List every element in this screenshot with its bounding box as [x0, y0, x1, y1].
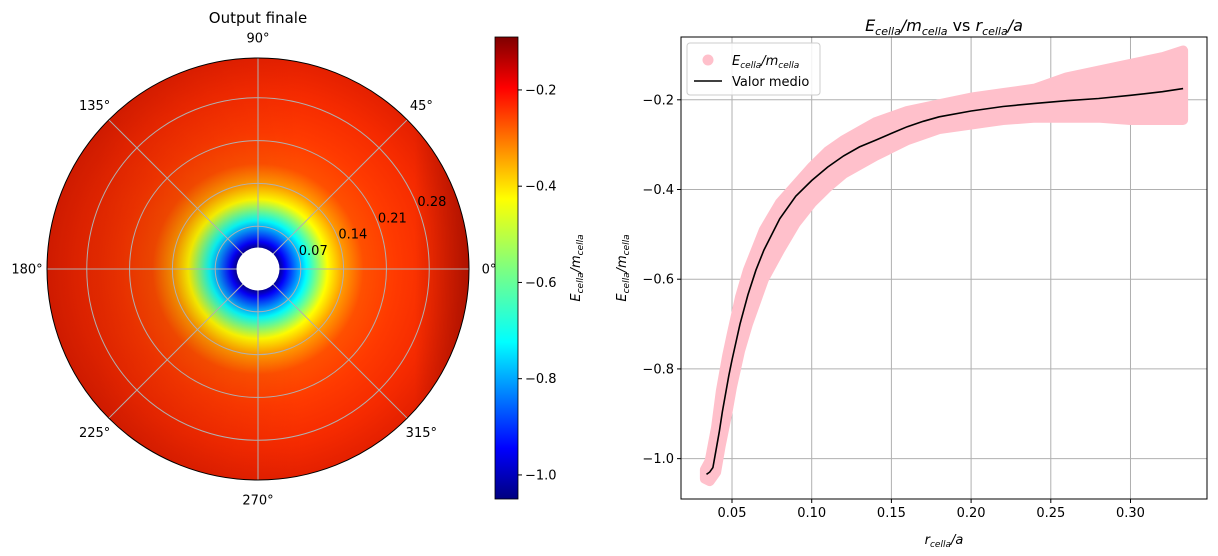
legend-label-scatter: Ecella/mcella: [732, 54, 799, 71]
x-tick-label-2: 0.15: [877, 506, 906, 521]
angular-tick-label-7: 315°: [406, 426, 437, 441]
angular-gridline-3: [108, 119, 259, 270]
colorbar-tick-label-1: −0.8: [525, 372, 557, 387]
colorbar-ticks: −1.0 −0.8 −0.6 −0.4 −0.2: [518, 83, 557, 483]
colorbar-tick-label-3: −0.4: [525, 180, 557, 195]
colorbar-label: Ecella/mcella: [569, 234, 586, 301]
x-tick-label-0: 0.05: [718, 506, 747, 521]
cartesian-plot: 0.05 0.10 0.15 0.20 0.25 0.30 −1.0 −0.8 −0.6 −0.…: [615, 16, 1208, 550]
angular-tick-label-3: 135°: [79, 99, 110, 114]
y-axis-ticks: −1.0 −0.8 −0.6 −0.4 −0.2: [642, 93, 681, 467]
angular-tick-labels: 0° 45° 90° 135° 180° 225° 270° 315°: [11, 32, 496, 509]
radial-tick-labels: 0.07 0.14 0.21 0.28: [299, 195, 447, 259]
legend-box: [686, 42, 821, 96]
cartesian-axes-frame: [680, 36, 1208, 500]
legend: Ecella/mcella Valor medio: [686, 42, 821, 96]
colorbar: −1.0 −0.8 −0.6 −0.4 −0.2 Ecella/mcella: [494, 36, 586, 500]
x-axis-ticks: 0.05 0.10 0.15 0.20 0.25 0.30: [718, 499, 1145, 521]
colorbar-tick-label-2: −0.6: [525, 276, 557, 291]
angular-tick-label-1: 45°: [410, 99, 433, 114]
angular-tick-label-0: 0°: [482, 263, 497, 278]
angular-tick-label-6: 270°: [242, 494, 273, 509]
colorbar-tick-label-0: −1.0: [525, 468, 557, 483]
radial-tick-label-1: 0.14: [338, 228, 367, 243]
polar-outer-frame: [46, 57, 470, 481]
x-tick-label-4: 0.25: [1036, 506, 1065, 521]
x-tick-label-3: 0.20: [957, 506, 986, 521]
legend-label-line: Valor medio: [732, 75, 809, 90]
mean-value-line: [706, 87, 1184, 475]
polar-grid: [47, 58, 469, 480]
angular-tick-label-2: 90°: [246, 32, 269, 47]
angular-gridline-7: [257, 268, 408, 419]
y-tick-label-4: −0.2: [642, 93, 674, 108]
angular-tick-label-5: 225°: [79, 426, 110, 441]
colorbar-tick-label-4: −0.2: [525, 83, 557, 98]
angular-gridline-1: [257, 119, 408, 270]
y-tick-label-0: −1.0: [642, 452, 674, 467]
y-tick-label-3: −0.4: [642, 183, 674, 198]
x-tick-label-5: 0.30: [1116, 506, 1145, 521]
colorbar-gradient: [494, 36, 519, 500]
cartesian-title: Ecella/mcella vs rcella/a: [865, 16, 1023, 38]
radial-tick-label-0: 0.07: [299, 244, 328, 259]
radial-tick-label-2: 0.21: [378, 211, 407, 226]
angular-gridline-5: [108, 268, 259, 419]
legend-marker-scatter: [702, 54, 714, 66]
y-tick-label-1: −0.8: [642, 362, 674, 377]
scatter-band: [699, 45, 1189, 487]
x-tick-label-1: 0.10: [797, 506, 826, 521]
y-axis-label: Ecella/mcella: [615, 234, 632, 301]
scatter-band-area: [699, 45, 1189, 487]
x-axis-label: rcella/a: [925, 533, 964, 550]
y-tick-label-2: −0.6: [642, 273, 674, 288]
polar-plot: Output finale 0° 45° 90° 135° 180° 225° 270° 31…: [11, 9, 496, 509]
radial-tick-label-3: 0.28: [417, 195, 446, 210]
polar-title: Output finale: [209, 9, 307, 27]
angular-tick-label-4: 180°: [11, 263, 42, 278]
polar-center-hole: [236, 247, 280, 291]
